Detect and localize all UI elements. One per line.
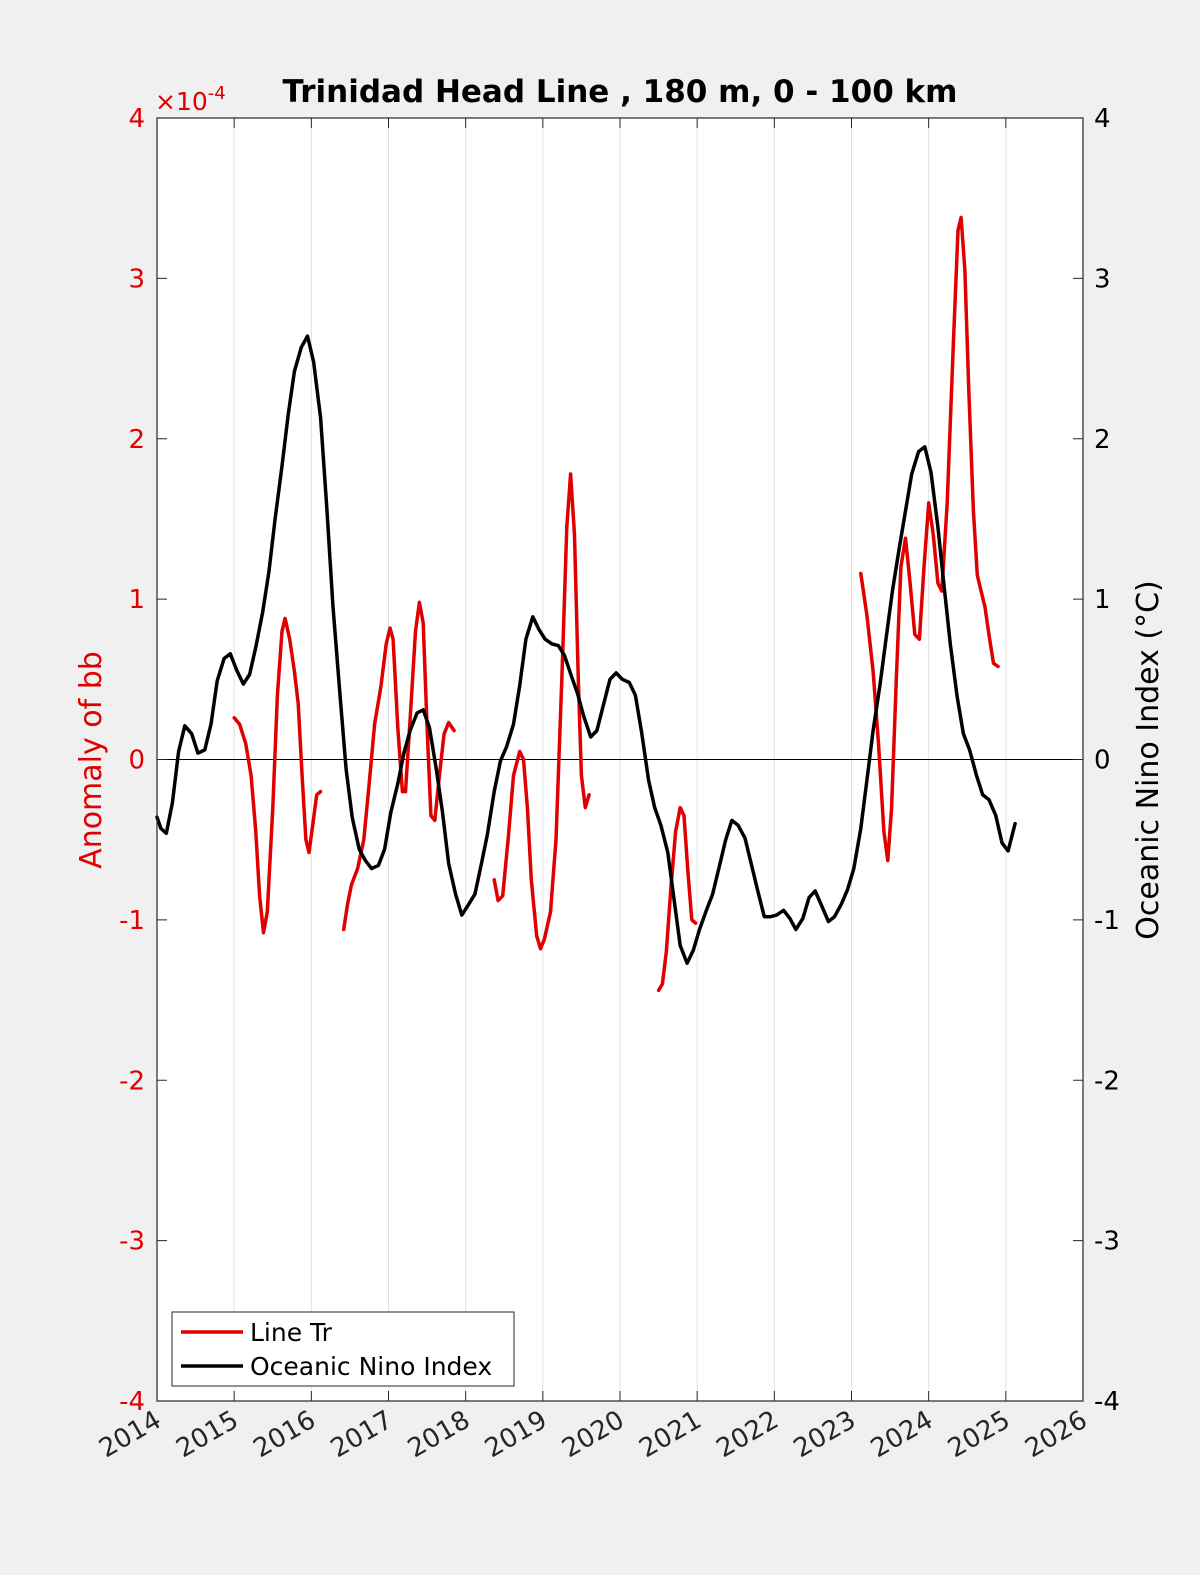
line-tr-series-segment — [859, 215, 1000, 863]
x-tick-label: 2023 — [789, 1405, 861, 1464]
series-layer — [155, 215, 1017, 993]
exponent-base: ×10 — [155, 87, 208, 116]
right-y-tick-label: -1 — [1094, 906, 1120, 936]
right-y-tick-label: -4 — [1094, 1387, 1120, 1417]
right-axis-label: Oceanic Nino Index (°C) — [1131, 580, 1166, 940]
left-y-tick-label: -1 — [119, 906, 145, 936]
left-axis-exponent: ×10-4 — [155, 83, 226, 116]
x-tick-label: 2018 — [403, 1405, 475, 1464]
line-tr-series-segment — [656, 805, 698, 993]
right-y-tick-label: 2 — [1094, 425, 1111, 455]
line-tr-series-segment — [232, 616, 323, 935]
left-y-tick-label: 3 — [128, 264, 145, 294]
x-tick-label: 2022 — [712, 1405, 784, 1464]
legend-box — [171, 1311, 515, 1387]
x-tick-label: 2017 — [326, 1405, 398, 1464]
right-y-tick-label: 1 — [1094, 585, 1111, 615]
legend-label-oni: Oceanic Nino Index — [250, 1352, 492, 1381]
left-y-tick-label: 1 — [128, 585, 145, 615]
chart-title: Trinidad Head Line , 180 m, 0 - 100 km — [283, 74, 958, 110]
exponent-power: -4 — [208, 83, 226, 104]
x-tick-label: 2016 — [249, 1405, 321, 1464]
x-tick-label: 2026 — [1020, 1405, 1092, 1464]
x-tick-label: 2025 — [943, 1405, 1015, 1464]
right-y-tick-label: 4 — [1094, 104, 1111, 134]
left-y-tick-label: 0 — [128, 746, 145, 776]
left-y-tick-label: -2 — [119, 1066, 145, 1096]
x-tick-labels: 2014 2015 2016 2017 2018 2019 2020 2021 2022 2023… — [94, 1405, 1092, 1464]
left-axis-label: Anomaly of bb — [74, 651, 109, 869]
left-y-tick-label: -4 — [119, 1387, 145, 1417]
right-y-tick-label: 3 — [1094, 264, 1111, 294]
left-y-tick-label: 4 — [128, 104, 145, 134]
line-tr-series-segment — [341, 600, 456, 932]
left-y-tick-label: -3 — [119, 1227, 145, 1257]
right-y-tick-label: -3 — [1094, 1227, 1120, 1257]
oni-series-segment — [155, 334, 1017, 965]
line-tr-series-segment — [492, 472, 591, 951]
left-y-tick-label: 2 — [128, 425, 145, 455]
left-tick-labels: -4 -3 -2 -1 0 1 2 3 4 — [119, 104, 145, 1417]
legend: Line Tr Oceanic Nino Index — [171, 1311, 515, 1387]
x-tick-label: 2024 — [866, 1405, 938, 1464]
x-tick-label: 2015 — [171, 1405, 243, 1464]
x-tick-label: 2021 — [634, 1405, 706, 1464]
right-tick-labels: -4 -3 -2 -1 0 1 2 3 4 — [1094, 104, 1120, 1417]
x-tick-label: 2019 — [480, 1405, 552, 1464]
x-tick-label: 2020 — [557, 1405, 629, 1464]
legend-label-line-tr: Line Tr — [250, 1318, 333, 1347]
right-y-tick-label: -2 — [1094, 1066, 1120, 1096]
ticks — [156, 117, 1084, 1402]
right-y-tick-label: 0 — [1094, 746, 1111, 776]
